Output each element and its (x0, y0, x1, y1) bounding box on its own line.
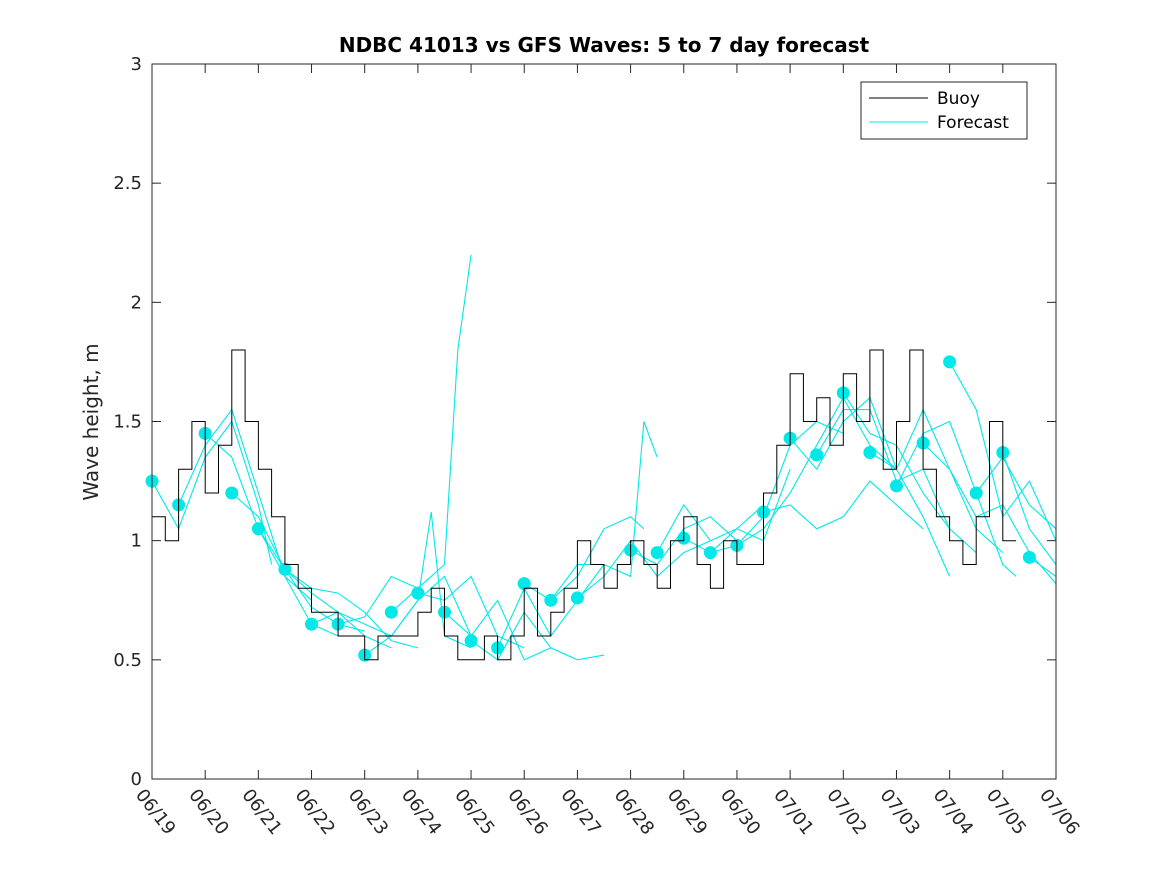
legend-forecast-label: Forecast (937, 113, 1009, 133)
forecast-marker-29 (943, 355, 957, 369)
legend: Buoy Forecast (860, 81, 1028, 140)
forecast-run-line-1 (178, 408, 312, 601)
y-tick-label-5: 2.5 (113, 173, 142, 194)
forecast-marker-32 (1022, 550, 1036, 564)
forecast-marker-5 (278, 562, 292, 576)
forecast-marker-18 (650, 546, 664, 560)
forecast-run-line-5 (284, 568, 419, 649)
y-tick-label-6: 3 (131, 54, 142, 75)
forecast-run-line-9 (390, 254, 472, 613)
forecast-run-line-18 (656, 503, 764, 553)
y-tick-label-4: 2 (131, 292, 142, 313)
forecast-marker-27 (890, 479, 903, 493)
series-layer (145, 254, 1057, 662)
y-tick-label-1: 0.5 (113, 650, 142, 671)
forecast-marker-16 (570, 591, 584, 605)
forecast-marker-9 (384, 605, 398, 619)
buoy-line (152, 349, 1017, 661)
y-tick-label-0: 0 (131, 769, 142, 790)
forecast-run-line-25 (842, 392, 977, 554)
forecast-run-line-31 (1002, 452, 1057, 565)
y-axis-label: Wave height, m (79, 343, 103, 500)
forecast-marker-15 (544, 593, 558, 607)
forecast-marker-24 (810, 448, 824, 462)
forecast-marker-14 (517, 577, 531, 591)
forecast-marker-6 (305, 617, 318, 631)
legend-buoy-label: Buoy (937, 89, 980, 109)
y-tick-label-2: 1 (131, 531, 142, 552)
y-tick-label-3: 1.5 (113, 412, 142, 433)
chart-title: NDBC 41013 vs GFS Waves: 5 to 7 day fore… (339, 33, 870, 57)
forecast-run-line-26 (869, 408, 1004, 554)
forecast-marker-30 (969, 486, 983, 500)
forecast-marker-10 (411, 586, 425, 600)
forecast-run-line-10 (417, 575, 525, 649)
forecast-run-line-7 (337, 575, 419, 625)
forecast-run-line-22 (763, 480, 924, 530)
forecast-marker-12 (464, 634, 478, 648)
forecast-marker-3 (225, 486, 239, 500)
forecast-marker-20 (703, 546, 717, 560)
forecast-run-line-0 (151, 420, 273, 565)
forecast-run-line-8 (364, 512, 472, 656)
forecast-marker-4 (251, 522, 265, 536)
forecast-run-line-4 (257, 528, 392, 649)
legend-box (860, 81, 1028, 140)
forecast-marker-26 (863, 446, 877, 459)
forecast-run-line-11 (444, 599, 552, 661)
